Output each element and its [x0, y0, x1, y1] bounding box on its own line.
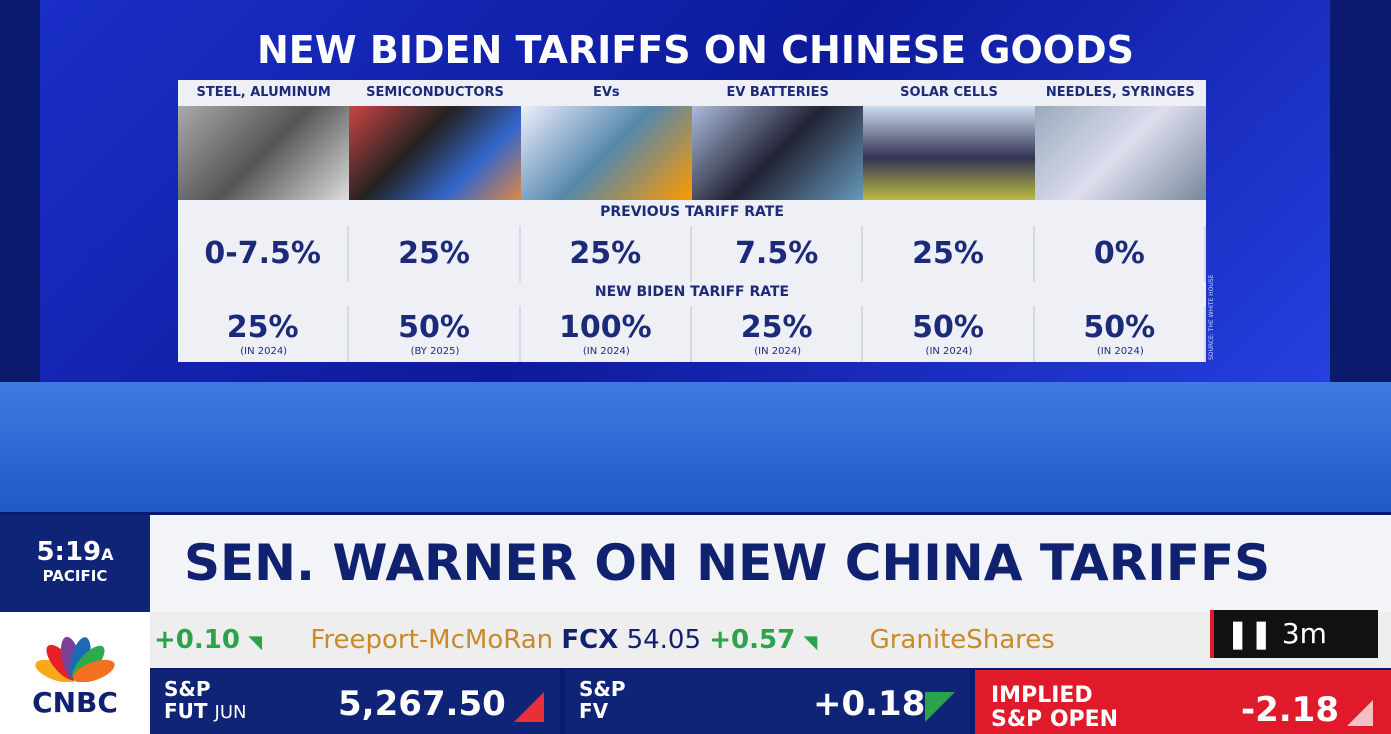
previous-rate: 0% — [1035, 226, 1206, 282]
clock-box: 5:19A PACIFIC — [0, 515, 150, 612]
previous-rate: 25% — [349, 226, 521, 282]
graphic-title: NEW BIDEN TARIFFS ON CHINESE GOODS — [256, 28, 1135, 72]
zone: PACIFIC — [42, 567, 108, 585]
column-header: EVs — [592, 85, 620, 100]
column-image — [178, 106, 350, 200]
new-rate-note: (BY 2025) — [410, 346, 460, 357]
time: 5:19 — [36, 537, 102, 567]
studio-floor — [0, 382, 1391, 512]
company: GraniteShares — [869, 625, 1055, 655]
new-rate: 100% — [521, 306, 692, 362]
market-sublabel: FV — [579, 699, 609, 723]
new-rate: 25% — [178, 306, 350, 362]
market-value: -2.18 — [1241, 690, 1339, 730]
new-rate-note: (IN 2024) — [1096, 346, 1144, 357]
market-month: JUN — [214, 702, 247, 723]
new-rate-note: (IN 2024) — [582, 346, 630, 357]
previous-rate: 7.5% — [692, 226, 864, 282]
peacock — [35, 636, 115, 683]
timer[interactable]: ❚❚ 3m 56s — [1210, 610, 1378, 698]
new-rate-note: (IN 2024) — [925, 346, 973, 357]
ticker: +0.10 ◥ Freeport-McMoRan FCX 54.05 +0.57… — [150, 612, 1391, 668]
column-image — [1034, 106, 1206, 200]
tariff-table: PREVIOUS TARIFF RATE NEW BIDEN TARIFF RA… — [178, 80, 1206, 362]
previous-label: PREVIOUS TARIFF RATE — [600, 204, 784, 220]
column-header: EV BATTERIES — [726, 85, 829, 100]
new-rate: 25% — [692, 306, 864, 362]
previous-rate: 25% — [521, 226, 692, 282]
market-sublabel: S&P OPEN — [991, 707, 1119, 732]
new-rate: 50% — [349, 306, 521, 362]
market-label: IMPLIED — [991, 683, 1093, 708]
column-header: SEMICONDUCTORS — [366, 85, 504, 100]
column-header: STEEL, ALUMINUM — [196, 85, 331, 100]
column-header: NEEDLES, SYRINGES — [1045, 85, 1195, 100]
new-rate-note: (IN 2024) — [240, 346, 288, 357]
column-image — [692, 106, 864, 200]
market-box: S&P FUT JUN 5,267.50 — [150, 670, 560, 734]
logo-text: CNBC — [32, 686, 118, 719]
new-label: NEW BIDEN TARIFF RATE — [594, 284, 790, 300]
market-box: IMPLIED S&P OPEN -2.18 — [975, 670, 1391, 734]
market-label: S&P — [164, 677, 211, 701]
source: SOURCE: THE WHITE HOUSE — [1208, 274, 1215, 360]
headline: SEN. WARNER ON NEW CHINA TARIFFS — [150, 515, 1391, 612]
new-rate: 50% — [1035, 306, 1206, 362]
meridiem: A — [101, 545, 114, 564]
new-rate: 50% — [863, 306, 1035, 362]
previous-rate: 25% — [863, 226, 1035, 282]
market-sublabel: FUT — [164, 699, 208, 723]
column-header: SOLAR CELLS — [900, 85, 998, 100]
new-rate-note: (IN 2024) — [754, 346, 802, 357]
market-box: S&P FV +0.18 — [565, 670, 970, 734]
symbol: FCX — [561, 625, 619, 655]
change: +0.10 — [154, 625, 240, 655]
column-image — [863, 106, 1035, 200]
previous-rate: 0-7.5% — [178, 226, 350, 282]
column-image — [349, 106, 521, 200]
company: Freeport-McMoRan — [310, 625, 554, 655]
market-label: S&P — [579, 677, 626, 701]
market-value: 5,267.50 — [338, 684, 506, 724]
change: +0.57 — [709, 625, 796, 655]
price: 54.05 — [626, 625, 701, 655]
column-image — [520, 106, 692, 200]
market-value: +0.18 — [813, 684, 926, 724]
logo-box: CNBC — [0, 612, 150, 734]
